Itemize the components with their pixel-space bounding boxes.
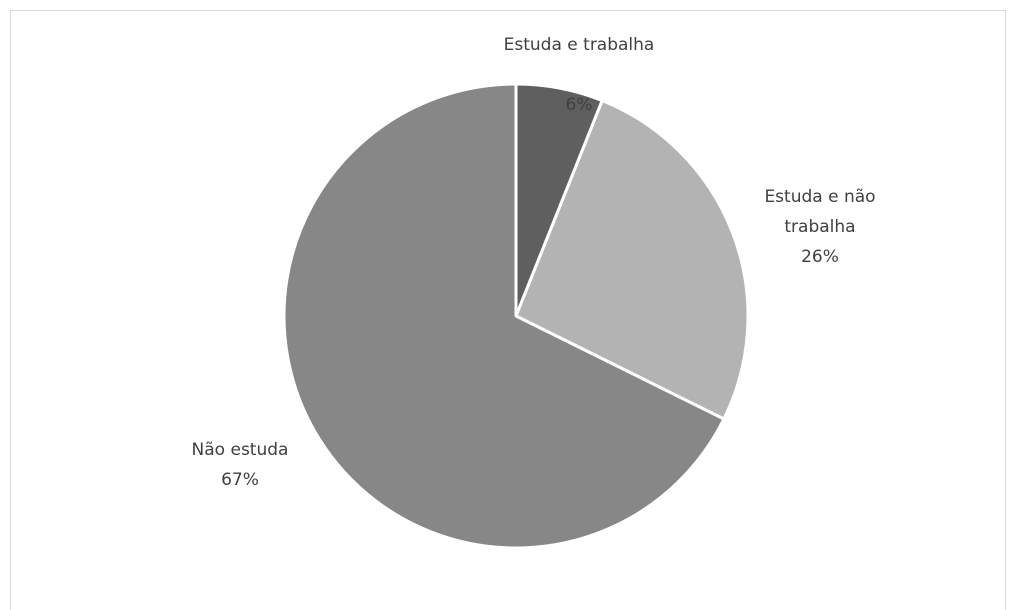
pie-slice bbox=[282, 82, 726, 550]
slice-label: Estuda e trabalha bbox=[504, 35, 655, 55]
slice-label: Não estuda bbox=[192, 440, 289, 460]
slice-value-label: 26% bbox=[801, 247, 839, 267]
slice-value-label: 6% bbox=[566, 95, 593, 115]
pie-slice bbox=[514, 99, 750, 421]
slice-value-label: 67% bbox=[221, 470, 259, 490]
slice-label: Estuda e não trabalha bbox=[764, 187, 875, 237]
